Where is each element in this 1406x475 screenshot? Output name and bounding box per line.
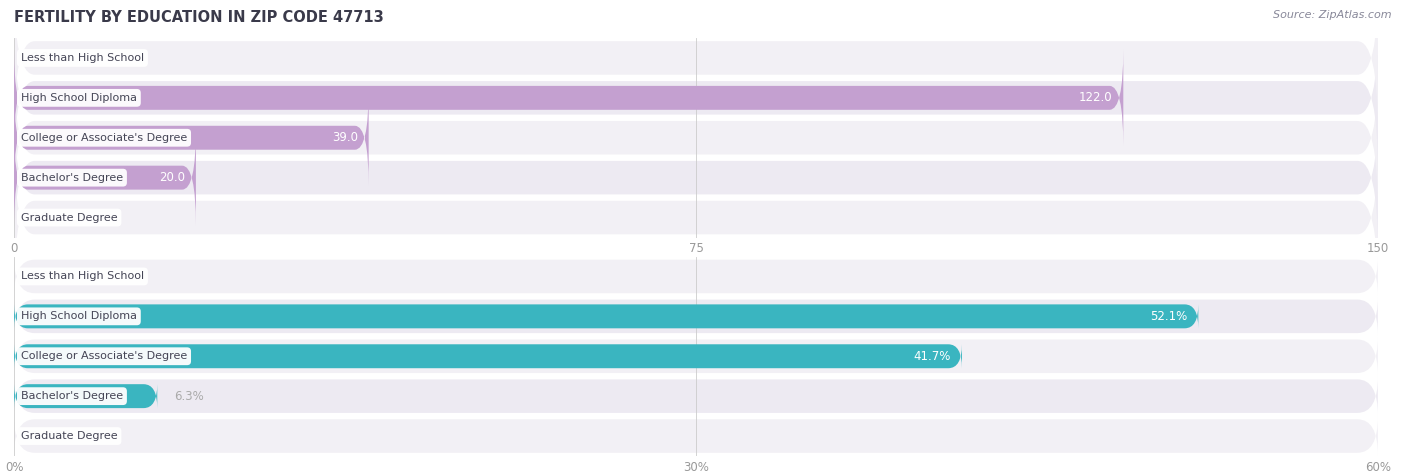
- Text: Bachelor's Degree: Bachelor's Degree: [21, 172, 122, 183]
- Text: 52.1%: 52.1%: [1150, 310, 1188, 323]
- FancyBboxPatch shape: [14, 384, 157, 408]
- FancyBboxPatch shape: [14, 257, 1378, 295]
- Text: Graduate Degree: Graduate Degree: [21, 431, 118, 441]
- FancyBboxPatch shape: [14, 50, 1123, 146]
- Text: 41.7%: 41.7%: [914, 350, 950, 363]
- Text: 39.0: 39.0: [332, 131, 357, 144]
- FancyBboxPatch shape: [14, 90, 368, 186]
- Text: High School Diploma: High School Diploma: [21, 93, 136, 103]
- Text: College or Associate's Degree: College or Associate's Degree: [21, 133, 187, 143]
- FancyBboxPatch shape: [14, 377, 1378, 415]
- FancyBboxPatch shape: [14, 344, 962, 368]
- Text: 0.0: 0.0: [31, 51, 49, 65]
- FancyBboxPatch shape: [14, 304, 1198, 328]
- FancyBboxPatch shape: [14, 144, 1378, 291]
- Text: 0.0%: 0.0%: [31, 270, 60, 283]
- FancyBboxPatch shape: [14, 25, 1378, 171]
- FancyBboxPatch shape: [14, 130, 195, 226]
- FancyBboxPatch shape: [14, 104, 1378, 251]
- Text: High School Diploma: High School Diploma: [21, 311, 136, 322]
- FancyBboxPatch shape: [14, 65, 1378, 211]
- Text: College or Associate's Degree: College or Associate's Degree: [21, 351, 187, 361]
- Text: 122.0: 122.0: [1078, 91, 1112, 104]
- FancyBboxPatch shape: [14, 0, 1378, 131]
- Text: 6.3%: 6.3%: [173, 390, 204, 403]
- Text: Bachelor's Degree: Bachelor's Degree: [21, 391, 122, 401]
- Text: Less than High School: Less than High School: [21, 271, 143, 282]
- Text: 0.0%: 0.0%: [31, 429, 60, 443]
- Text: Less than High School: Less than High School: [21, 53, 143, 63]
- Text: 20.0: 20.0: [159, 171, 186, 184]
- Text: 0.0: 0.0: [31, 211, 49, 224]
- FancyBboxPatch shape: [14, 297, 1378, 335]
- FancyBboxPatch shape: [14, 337, 1378, 375]
- Text: Source: ZipAtlas.com: Source: ZipAtlas.com: [1274, 10, 1392, 19]
- Text: Graduate Degree: Graduate Degree: [21, 212, 118, 223]
- FancyBboxPatch shape: [14, 417, 1378, 455]
- Text: FERTILITY BY EDUCATION IN ZIP CODE 47713: FERTILITY BY EDUCATION IN ZIP CODE 47713: [14, 10, 384, 25]
